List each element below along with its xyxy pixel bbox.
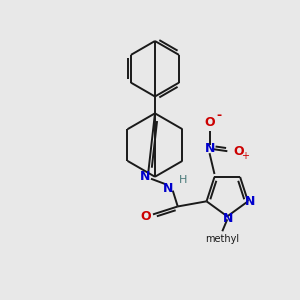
Text: +: + (241, 151, 249, 161)
Text: O: O (204, 116, 215, 129)
Text: N: N (245, 195, 255, 208)
Text: N: N (223, 212, 233, 225)
Text: N: N (205, 142, 216, 155)
Text: -: - (217, 109, 222, 122)
Text: H: H (178, 175, 187, 185)
Text: N: N (163, 182, 173, 195)
Text: O: O (233, 145, 244, 158)
Text: methyl: methyl (205, 234, 239, 244)
Text: O: O (141, 210, 151, 223)
Text: N: N (140, 170, 150, 183)
